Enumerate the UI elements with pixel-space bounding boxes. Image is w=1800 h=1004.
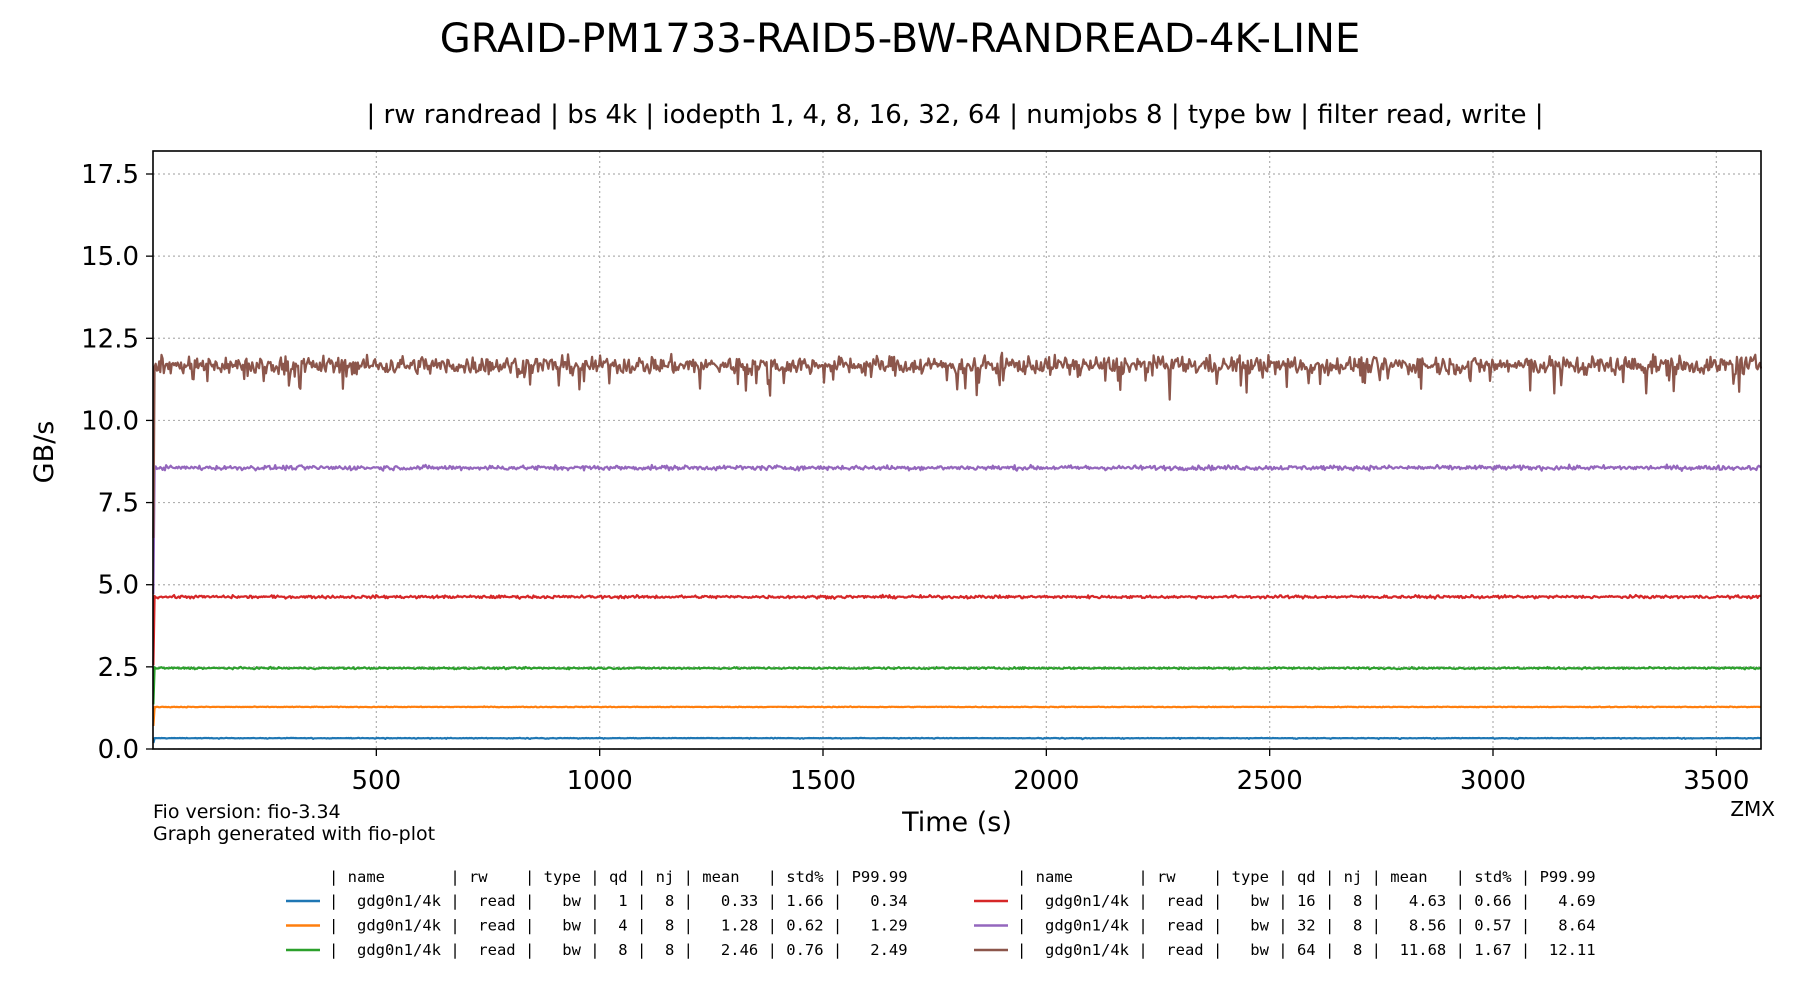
legend-header: | name | rw | type | qd | nj | mean | st… bbox=[329, 868, 908, 886]
y-tick-label: 10.0 bbox=[81, 406, 139, 436]
y-tick-label: 5.0 bbox=[98, 571, 139, 601]
chart-title: GRAID-PM1733-RAID5-BW-RANDREAD-4K-LINE bbox=[440, 16, 1361, 62]
legend-header: | name | rw | type | qd | nj | mean | st… bbox=[1017, 868, 1596, 886]
y-tick-label: 0.0 bbox=[98, 735, 139, 765]
legend-row: | gdg0n1/4k | read | bw | 1 | 8 | 0.33 |… bbox=[329, 892, 908, 910]
x-tick-label: 1000 bbox=[567, 766, 633, 796]
y-tick-label: 17.5 bbox=[81, 160, 139, 190]
legend: | name | rw | type | qd | nj | mean | st… bbox=[286, 868, 1596, 959]
tick-layer: 500 1000 1500 2000 2500 3000 3500 0.0 2.5 5.0 7.5 1… bbox=[81, 160, 1749, 796]
legend-row: | gdg0n1/4k | read | bw | 16 | 8 | 4.63 … bbox=[1017, 892, 1596, 910]
plot-frame bbox=[152, 150, 1762, 750]
x-tick-label: 2500 bbox=[1237, 766, 1303, 796]
footnote-fio-plot: Graph generated with fio-plot bbox=[153, 823, 435, 845]
series-layer bbox=[152, 351, 1763, 744]
y-tick-label: 2.5 bbox=[98, 653, 139, 683]
corner-label: ZMX bbox=[1730, 797, 1775, 821]
x-axis-label: Time (s) bbox=[901, 807, 1012, 838]
legend-row: | gdg0n1/4k | read | bw | 4 | 8 | 1.28 |… bbox=[329, 917, 908, 935]
y-axis-label: GB/s bbox=[29, 421, 60, 484]
chart-subtitle: | rw randread | bs 4k | iodepth 1, 4, 8,… bbox=[367, 100, 1544, 130]
y-tick-label: 7.5 bbox=[98, 489, 139, 519]
series-line-qd-1 bbox=[152, 736, 1762, 744]
footnote-fio-version: Fio version: fio-3.34 bbox=[153, 801, 341, 823]
series-line-qd-8 bbox=[152, 665, 1762, 705]
x-tick-label: 500 bbox=[352, 766, 402, 796]
x-tick-label: 3500 bbox=[1683, 766, 1749, 796]
legend-row: | gdg0n1/4k | read | bw | 8 | 8 | 2.46 |… bbox=[329, 941, 908, 959]
series-line-qd-32 bbox=[152, 463, 1762, 595]
legend-row: | gdg0n1/4k | read | bw | 32 | 8 | 8.56 … bbox=[1017, 917, 1596, 935]
x-tick-label: 1500 bbox=[790, 766, 856, 796]
y-tick-label: 12.5 bbox=[81, 324, 139, 354]
x-tick-label: 3000 bbox=[1460, 766, 1526, 796]
series-line-qd-16 bbox=[152, 593, 1762, 666]
x-tick-label: 2000 bbox=[1013, 766, 1079, 796]
series-line-qd-4 bbox=[152, 705, 1762, 726]
legend-row: | gdg0n1/4k | read | bw | 64 | 8 | 11.68… bbox=[1017, 941, 1596, 959]
series-line-qd-64 bbox=[152, 351, 1763, 538]
y-tick-label: 15.0 bbox=[81, 242, 139, 272]
